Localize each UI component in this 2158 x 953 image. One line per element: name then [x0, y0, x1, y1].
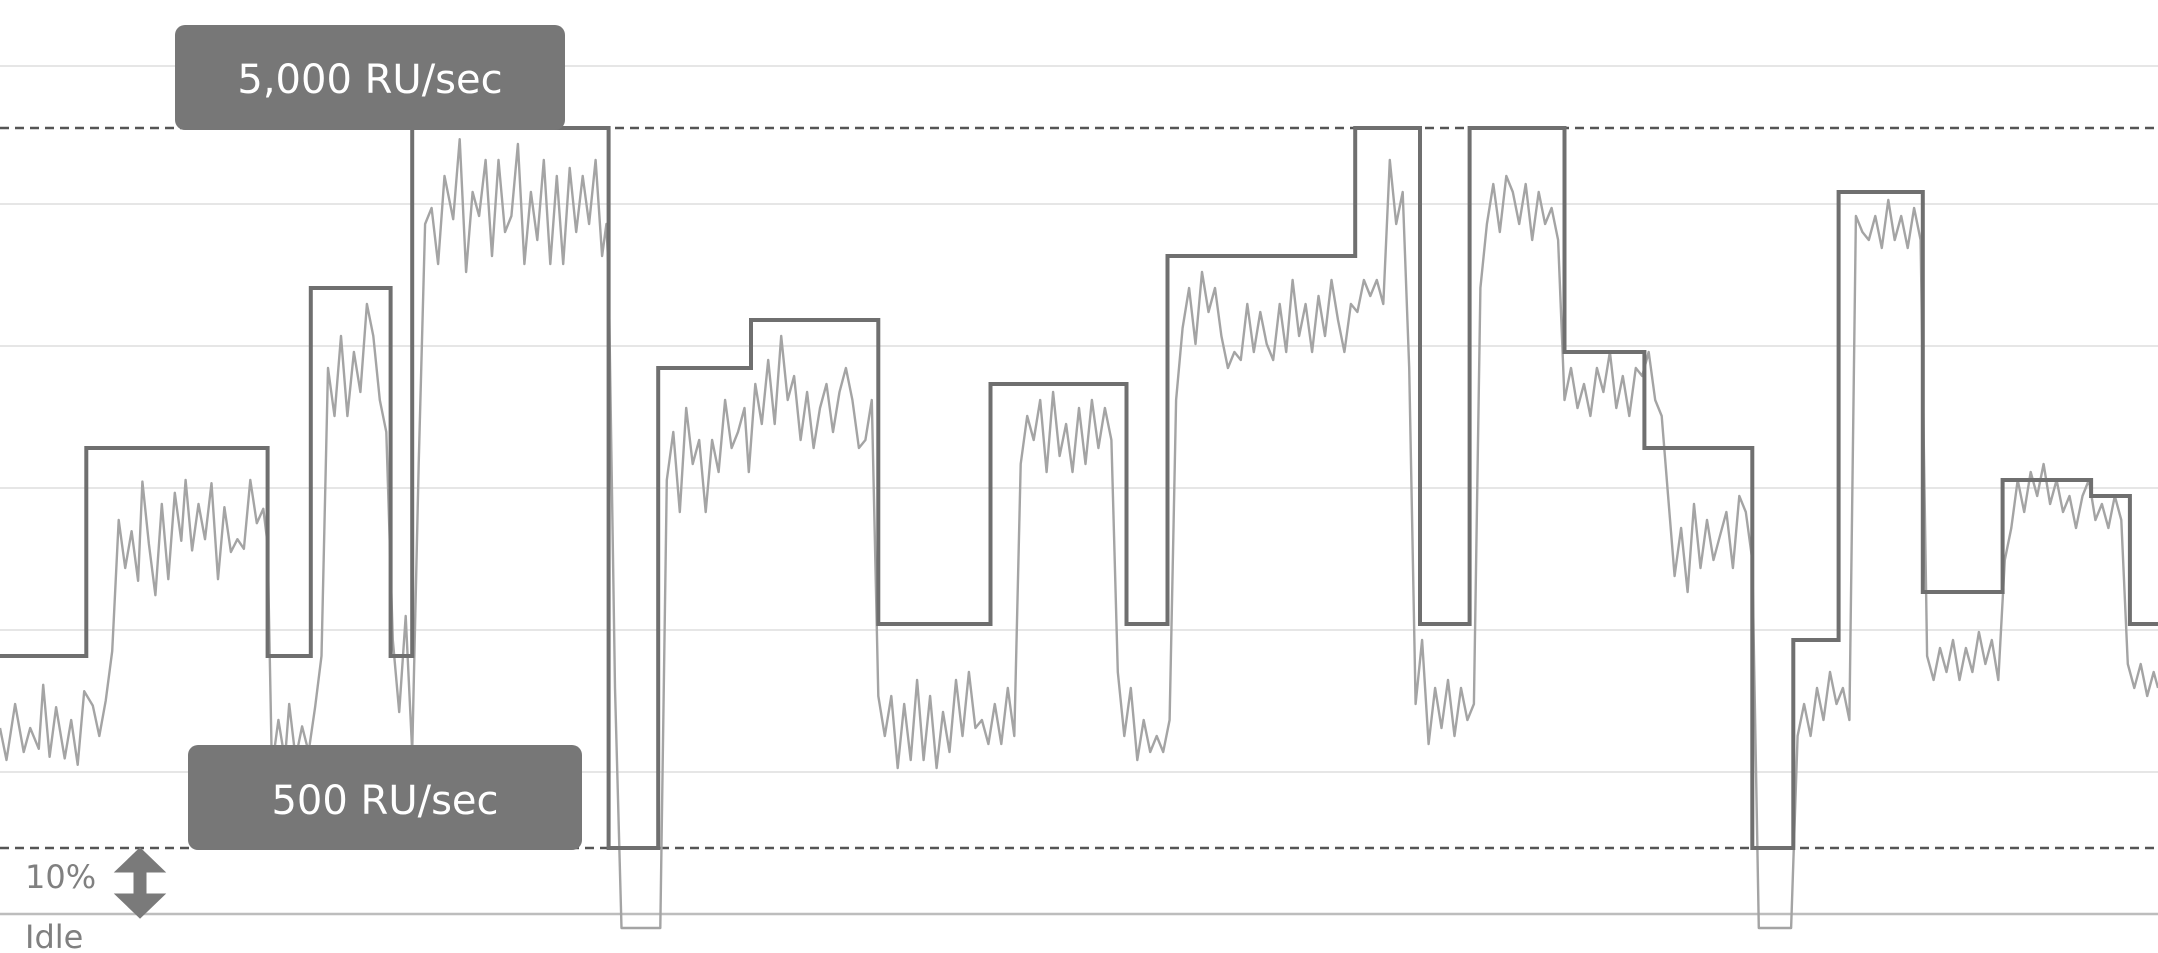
idle-marker: 10% Idle — [25, 847, 167, 953]
min-callout-box — [188, 745, 582, 850]
max-callout-box — [175, 25, 565, 130]
min-throughput-label: 500 RU/sec — [271, 778, 498, 824]
double-arrow-icon — [113, 847, 167, 919]
min-throughput-callout: 500 RU/sec — [188, 745, 582, 850]
idle-label: Idle — [25, 918, 83, 953]
max-throughput-label: 5,000 RU/sec — [237, 57, 502, 103]
idle-percent-label: 10% — [25, 858, 96, 896]
consumed-throughput-line — [0, 138, 2158, 930]
max-throughput-callout: 5,000 RU/sec — [175, 25, 565, 130]
provisioned-throughput-step-line — [0, 126, 2158, 850]
